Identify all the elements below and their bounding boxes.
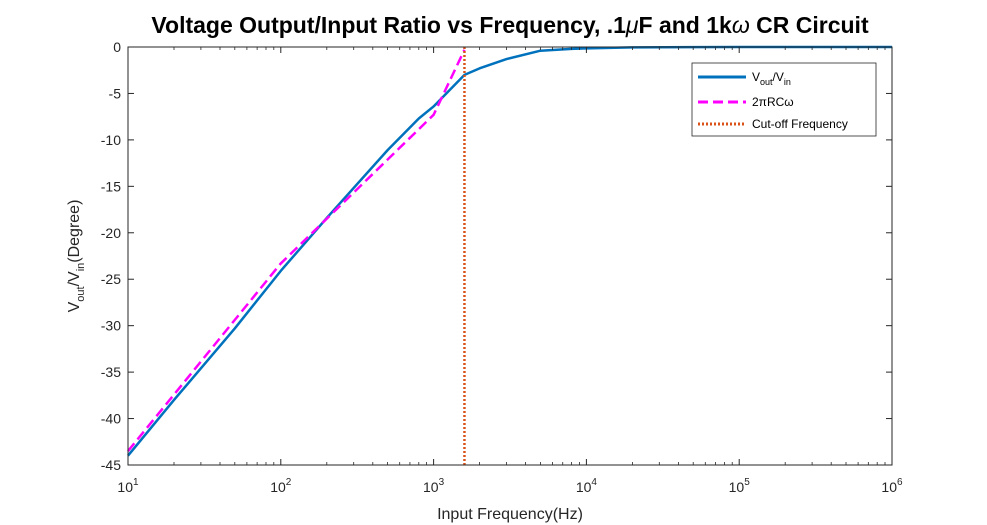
legend-label-vout-vin: Vout/Vin — [752, 70, 791, 87]
y-tick-label: -45 — [101, 457, 121, 473]
y-tick-label: -15 — [101, 178, 121, 194]
legend: Vout/Vin 2πRCω Cut-off Frequency — [691, 62, 877, 137]
x-axis: 101 102 103 104 105 106 — [117, 47, 903, 495]
axes-box — [127, 46, 893, 466]
x-tick-label: 101 — [117, 477, 139, 495]
x-axis-label: Input Frequency(Hz) — [437, 506, 583, 523]
y-axis: 0 -5 -10 -15 -20 -25 -30 -35 -40 -45 — [101, 39, 892, 473]
series-line-1 — [127, 49, 466, 452]
chart-title: Voltage Output/Input Ratio vs Frequency,… — [151, 12, 869, 38]
y-tick-label: 0 — [113, 39, 121, 55]
x-tick-label: 102 — [270, 477, 292, 495]
y-tick-label: -10 — [101, 132, 121, 148]
y-tick-label: -20 — [101, 225, 121, 241]
y-axis-label: Vout/Vin(Degree) — [66, 200, 87, 313]
legend-label-cutoff: Cut-off Frequency — [752, 117, 848, 131]
legend-label-2pircomega: 2πRCω — [752, 95, 794, 109]
y-tick-label: -35 — [101, 364, 121, 380]
x-tick-label: 103 — [423, 477, 445, 495]
y-tick-label: -40 — [101, 411, 121, 427]
y-tick-label: -25 — [101, 271, 121, 287]
y-tick-label: -30 — [101, 318, 121, 334]
x-tick-label: 106 — [881, 477, 903, 495]
x-tick-label: 104 — [576, 477, 598, 495]
x-tick-label: 105 — [729, 477, 751, 495]
y-tick-label: -5 — [109, 85, 122, 101]
